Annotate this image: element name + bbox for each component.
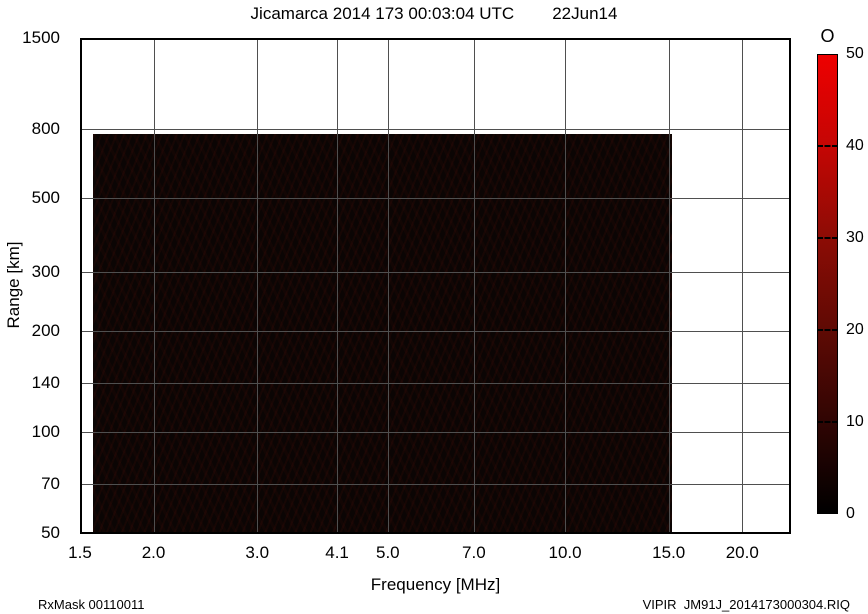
y-tick-label: 70 bbox=[41, 474, 60, 494]
x-tick-label: 20.0 bbox=[725, 543, 759, 562]
gridline-x bbox=[565, 38, 567, 533]
colorbar-tick-mark bbox=[817, 237, 838, 239]
y-tick-label: 800 bbox=[31, 119, 60, 139]
y-tick-label: 140 bbox=[31, 373, 60, 393]
footer-filename: VIPIR JM91J_2014173000304.RIQ bbox=[642, 597, 850, 612]
x-tick-label: 5.0 bbox=[375, 543, 400, 562]
chart-title: Jicamarca 2014 173 00:03:04 UTC 22Jun14 bbox=[0, 4, 868, 24]
colorbar-tick-mark bbox=[817, 421, 838, 423]
colorbar-tick-label: 20 bbox=[846, 321, 864, 338]
colorbar-polarization-label: O bbox=[820, 26, 835, 46]
echo-data-region bbox=[93, 134, 673, 533]
colorbar-tick-mark bbox=[817, 329, 838, 331]
chart-title-text: Jicamarca 2014 173 00:03:04 UTC bbox=[250, 4, 515, 23]
x-tick-label: 2.0 bbox=[141, 543, 166, 562]
colorbar-tick-label: 30 bbox=[846, 229, 864, 246]
footer-rxmask: RxMask 00110011 bbox=[38, 597, 145, 612]
gridline-x bbox=[337, 38, 339, 533]
colorbar-tick-mark bbox=[817, 145, 838, 147]
gridline-y bbox=[80, 383, 791, 385]
x-tick-label: 7.0 bbox=[462, 543, 486, 562]
gridline-x bbox=[257, 38, 259, 533]
colorbar-tick-label: 40 bbox=[846, 137, 864, 154]
x-tick-label: 3.0 bbox=[245, 543, 270, 562]
x-tick-label: 10.0 bbox=[548, 543, 582, 562]
gridline-y bbox=[80, 129, 791, 131]
x-tick-label: 1.5 bbox=[68, 543, 92, 562]
gridline-y bbox=[80, 331, 791, 333]
gridline-x bbox=[153, 38, 155, 533]
colorbar bbox=[817, 54, 838, 514]
gridline-x bbox=[473, 38, 475, 533]
gridline-y bbox=[80, 432, 791, 434]
x-tick-label: 4.1 bbox=[325, 543, 349, 562]
gridline-y bbox=[80, 197, 791, 199]
gridline-x bbox=[387, 38, 389, 533]
colorbar-tick-label: 10 bbox=[846, 413, 864, 430]
y-tick-label: 200 bbox=[31, 321, 60, 341]
colorbar-tick-label: 50 bbox=[846, 45, 864, 62]
gridline-y bbox=[80, 272, 791, 274]
y-axis-label: Range [km] bbox=[4, 241, 23, 329]
y-tick-label: 1500 bbox=[22, 28, 60, 47]
gridline-x bbox=[668, 38, 670, 533]
y-tick-label: 100 bbox=[31, 422, 60, 442]
colorbar-tick-label: 0 bbox=[846, 505, 855, 522]
gridline-y bbox=[80, 484, 791, 486]
y-tick-label: 300 bbox=[31, 262, 60, 282]
x-tick-label: 15.0 bbox=[652, 543, 686, 562]
chart-title-date: 22Jun14 bbox=[552, 4, 618, 23]
gridline-x bbox=[742, 38, 744, 533]
y-tick-label: 500 bbox=[31, 187, 60, 207]
x-axis-label: Frequency [MHz] bbox=[370, 575, 501, 594]
y-tick-label: 50 bbox=[41, 523, 60, 542]
